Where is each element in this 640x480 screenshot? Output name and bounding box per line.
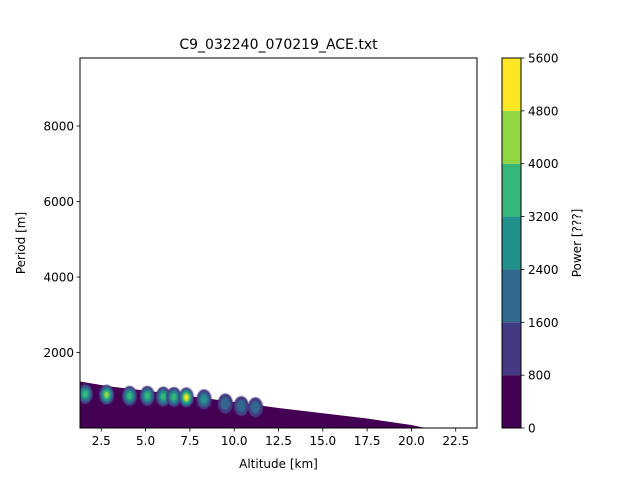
x-tick-label: 5.0 <box>136 434 155 448</box>
plot-area <box>79 57 478 429</box>
colorbar-tick-label: 0 <box>528 422 536 436</box>
colorbar-band <box>502 110 521 164</box>
x-tick-label: 15.0 <box>309 434 336 448</box>
y-tick-label: 8000 <box>43 119 74 133</box>
hotspot-contour <box>104 391 109 398</box>
hotspot-contour <box>160 393 166 401</box>
power-hotspot <box>166 387 182 408</box>
hotspot-contour <box>200 394 208 404</box>
colorbar-frame <box>501 57 522 429</box>
x-tick-label: 17.5 <box>354 434 381 448</box>
colorbar-band <box>502 163 521 217</box>
power-hotspot <box>233 396 249 417</box>
colorbar: 0 800 1600 2400 3200 4000 4800 5600 <box>502 52 559 436</box>
x-tick-label: 20.0 <box>398 434 425 448</box>
colorbar-label: Power [???] <box>570 209 584 278</box>
power-hotspot <box>99 384 115 405</box>
y-tick-label: 2000 <box>43 346 74 360</box>
y-axis-label: Period [m] <box>14 212 28 274</box>
colorbar-tick-label: 1600 <box>528 316 559 330</box>
x-tick-label: 2.5 <box>92 434 111 448</box>
colorbar-tick-label: 2400 <box>528 263 559 277</box>
colorbar-tick-label: 800 <box>528 369 551 383</box>
hotspot-contour <box>250 401 261 414</box>
colorbar-band <box>502 58 521 111</box>
chart-title: C9_032240_070219_ACE.txt <box>179 37 378 53</box>
plot-background <box>80 58 477 428</box>
y-tick-label: 4000 <box>43 270 74 284</box>
colorbar-band <box>502 322 521 376</box>
colorbar-band <box>502 375 521 428</box>
hotspot-contour <box>220 397 230 410</box>
colorbar-tick-label: 3200 <box>528 210 559 224</box>
x-axis-label: Altitude [km] <box>239 457 318 471</box>
power-hotspot <box>217 393 233 414</box>
hotspot-contour <box>82 390 88 398</box>
y-tick-label: 6000 <box>43 195 74 209</box>
hotspot-contour <box>236 399 246 413</box>
colorbar-tick-label: 4800 <box>528 104 559 118</box>
power-hotspot <box>155 386 171 407</box>
colorbar-tick-label: 4000 <box>528 157 559 171</box>
hotspot-contour <box>171 393 177 401</box>
hotspot-contour <box>144 392 150 400</box>
power-hotspot <box>139 385 155 406</box>
colorbar-tick-label: 5600 <box>528 52 559 66</box>
power-hotspot <box>122 385 138 406</box>
x-tick-label: 12.5 <box>265 434 292 448</box>
power-hotspot <box>247 397 263 418</box>
power-hotspot <box>80 384 93 405</box>
hotspot-contour <box>127 392 133 400</box>
colorbar-band <box>502 216 521 270</box>
x-tick-label: 22.5 <box>442 434 469 448</box>
power-hotspot <box>178 387 194 408</box>
x-tick-label: 10.0 <box>221 434 248 448</box>
colorbar-band <box>502 269 521 323</box>
y-axis: 2000 4000 6000 8000 <box>43 119 80 360</box>
hotspot-contour <box>184 394 189 400</box>
x-axis: 2.5 5.0 7.5 10.0 12.5 15.0 17.5 20.0 22.5 <box>92 428 469 448</box>
x-tick-label: 7.5 <box>180 434 199 448</box>
power-hotspot <box>196 389 212 410</box>
